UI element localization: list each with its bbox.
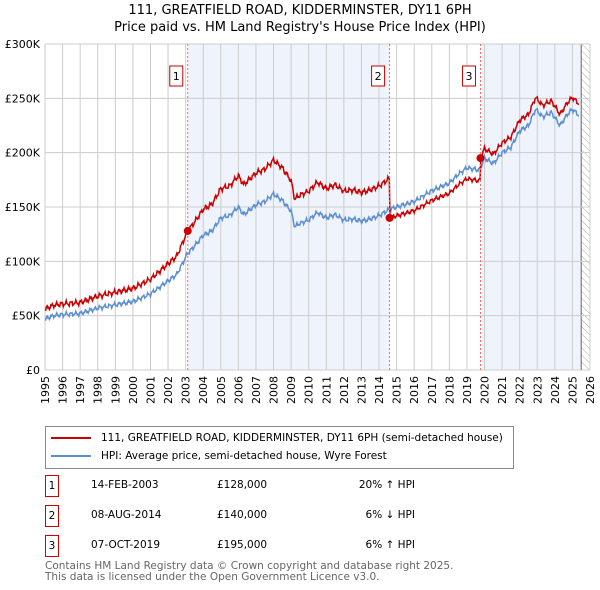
sale-number: 3 — [45, 535, 59, 557]
sale-label: 1 — [173, 70, 180, 83]
sale-date: 07-OCT-2019 — [91, 539, 160, 551]
chart-subtitle: Price paid vs. HM Land Registry's House … — [114, 20, 486, 35]
sale-number: 1 — [45, 475, 59, 497]
x-tick-label: 2018 — [443, 376, 456, 404]
x-tick-label: 2010 — [303, 376, 316, 404]
x-tick-label: 2005 — [215, 376, 228, 404]
sale-number: 2 — [45, 505, 59, 527]
sale-row: 2 08-AUG-2014 £140,000 6% ↓ HPI — [45, 505, 465, 527]
x-tick-label: 2026 — [584, 376, 597, 404]
footer-line: This data is licensed under the Open Gov… — [45, 571, 380, 583]
sale-date: 14-FEB-2003 — [91, 479, 159, 491]
y-tick-label: £100K — [5, 255, 41, 268]
sale-price: £140,000 — [217, 509, 268, 521]
x-tick-label: 2022 — [514, 376, 527, 404]
x-tick-label: 2000 — [127, 376, 140, 404]
sale-label: 2 — [375, 70, 382, 83]
y-tick-label: £150K — [5, 201, 41, 214]
legend-hpi: HPI: Average price, semi-detached house,… — [101, 450, 387, 462]
sale-label-box — [371, 65, 386, 87]
x-tick-label: 2016 — [408, 376, 421, 404]
footer: Contains HM Land Registry data © Crown c… — [45, 561, 453, 583]
sale-label-box — [461, 65, 476, 87]
x-tick-label: 2020 — [479, 376, 492, 404]
x-tick-label: 2014 — [373, 376, 386, 404]
x-tick-label: 2015 — [391, 376, 404, 404]
x-tick-label: 2007 — [250, 376, 263, 404]
sale-hpi-diff: 6% ↑ HPI — [365, 539, 415, 551]
sale-hpi-diff: 6% ↓ HPI — [365, 509, 415, 521]
x-tick-label: 2004 — [197, 376, 210, 404]
hpi-line — [44, 107, 580, 322]
x-tick-label: 2006 — [232, 376, 245, 404]
sale-point — [476, 154, 485, 163]
sale-label-box — [169, 65, 184, 87]
chart-title: 111, GREATFIELD ROAD, KIDDERMINSTER, DY1… — [128, 3, 472, 18]
y-tick-label: £0 — [26, 364, 40, 377]
y-tick-label: £200K — [5, 147, 41, 160]
legend-property: 111, GREATFIELD ROAD, KIDDERMINSTER, DY1… — [101, 432, 503, 444]
y-tick-label: £50K — [12, 310, 41, 323]
sale-hpi-diff: 20% ↑ HPI — [358, 479, 415, 491]
x-tick-label: 1998 — [92, 376, 105, 404]
sale-date: 08-AUG-2014 — [91, 509, 162, 521]
x-tick-label: 2002 — [162, 376, 175, 404]
chart: 1995 1996 1997 1998 1999 2000 2001 2002 2003 2004… — [5, 38, 597, 404]
sale-row: 1 14-FEB-2003 £128,000 20% ↑ HPI — [45, 475, 465, 497]
x-tick-label: 2021 — [496, 376, 509, 404]
sale-row: 3 07-OCT-2019 £195,000 6% ↑ HPI — [45, 535, 465, 557]
x-tick-label: 2025 — [566, 376, 579, 404]
x-tick-label: 1997 — [74, 376, 87, 404]
sale-price: £128,000 — [217, 479, 268, 491]
x-tick-label: 2023 — [531, 376, 544, 404]
x-tick-label: 1996 — [57, 376, 70, 404]
x-tick-label: 2019 — [461, 376, 474, 404]
y-tick-label: £250K — [5, 92, 41, 105]
x-tick-label: 2008 — [268, 376, 281, 404]
footer-line: Contains HM Land Registry data © Crown c… — [45, 560, 454, 572]
y-tick-label: £300K — [5, 38, 41, 51]
x-tick-label: 2011 — [320, 376, 333, 404]
property-line — [44, 95, 580, 312]
x-tick-label: 2024 — [549, 376, 562, 404]
sale-label: 3 — [465, 70, 472, 83]
sale-point — [183, 226, 192, 235]
legend-hpi-swatch — [51, 455, 91, 457]
sale-point — [385, 213, 394, 222]
x-tick-label: 2003 — [180, 376, 193, 404]
x-tick-label: 2001 — [144, 376, 157, 404]
legend-property-swatch — [51, 437, 91, 439]
x-tick-label: 2013 — [355, 376, 368, 404]
x-tick-label: 1999 — [109, 376, 122, 404]
x-tick-label: 1995 — [39, 376, 52, 404]
legend: 111, GREATFIELD ROAD, KIDDERMINSTER, DY1… — [45, 426, 514, 469]
x-tick-label: 2009 — [285, 376, 298, 404]
sale-price: £195,000 — [217, 539, 268, 551]
x-tick-label: 2017 — [426, 376, 439, 404]
x-tick-label: 2012 — [338, 376, 351, 404]
